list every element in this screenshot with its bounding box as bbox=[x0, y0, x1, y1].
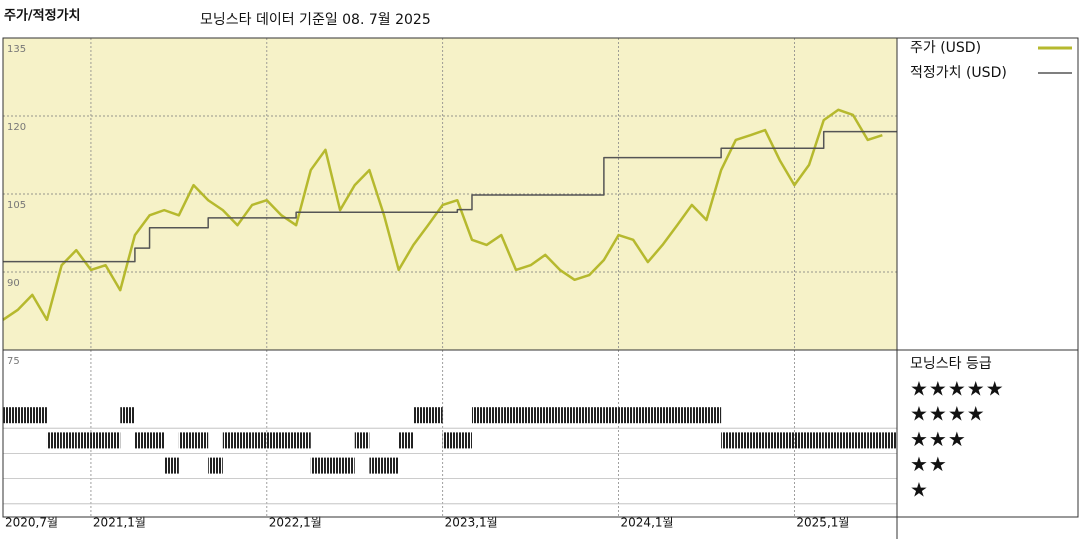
rating-bar bbox=[867, 432, 883, 449]
rating-bar bbox=[471, 407, 487, 424]
rating-bar bbox=[750, 432, 766, 449]
rating-bar bbox=[647, 407, 663, 424]
x-tick-label: 2023,1월 bbox=[445, 516, 498, 530]
rating-bar bbox=[559, 407, 575, 424]
rating-bar bbox=[76, 432, 91, 449]
rating-bar bbox=[222, 432, 238, 449]
rating-bar bbox=[823, 432, 839, 449]
rating-bar bbox=[398, 432, 414, 449]
rating-bar bbox=[779, 432, 795, 449]
rating-bar bbox=[545, 407, 560, 424]
rating-bar bbox=[310, 457, 326, 474]
rating-bar bbox=[46, 432, 62, 449]
rating-bar bbox=[266, 432, 282, 449]
rating-bar bbox=[853, 432, 868, 449]
legend-label: 적정가치 (USD) bbox=[910, 65, 1007, 81]
rating-bar bbox=[340, 457, 355, 474]
rating-bar bbox=[3, 407, 18, 424]
plot-background bbox=[3, 38, 897, 350]
rating-legend-label: ★★★★★ bbox=[910, 377, 1005, 401]
rating-bar bbox=[765, 432, 780, 449]
series-line bbox=[2, 108, 883, 322]
rating-bar bbox=[442, 432, 458, 449]
rating-bar bbox=[164, 457, 179, 474]
y-tick-label: 105 bbox=[7, 200, 26, 211]
rating-bar bbox=[208, 457, 223, 474]
rating-bar bbox=[457, 432, 472, 449]
rating-bar bbox=[32, 407, 47, 424]
frame bbox=[2, 37, 1079, 518]
rating-bar bbox=[134, 432, 150, 449]
rating-bar bbox=[296, 432, 311, 449]
rating-bar bbox=[809, 432, 824, 449]
rating-bar bbox=[838, 432, 854, 449]
y-tick-label: 120 bbox=[7, 122, 26, 133]
legend-label: 주가 (USD) bbox=[910, 40, 981, 56]
rating-bar bbox=[721, 432, 736, 449]
rating-bar bbox=[530, 407, 546, 424]
rating-bar bbox=[237, 432, 253, 449]
rating-bar bbox=[120, 407, 135, 424]
x-tick-label: 2025,1월 bbox=[796, 516, 849, 530]
rating-bar bbox=[325, 457, 341, 474]
rating-bar bbox=[735, 432, 751, 449]
x-tick-label: 2020,7월 bbox=[5, 516, 58, 530]
rating-legend-label: ★★ bbox=[910, 452, 948, 476]
rating-bar bbox=[193, 432, 209, 449]
x-tick-label: 2021,1월 bbox=[93, 516, 146, 530]
rating-bar bbox=[61, 432, 77, 449]
rating-bar bbox=[281, 432, 297, 449]
rating-bar bbox=[17, 407, 33, 424]
rating-bar bbox=[662, 407, 678, 424]
rating-bar bbox=[794, 432, 810, 449]
y-tick-label: 135 bbox=[7, 44, 26, 55]
rating-bar bbox=[384, 457, 399, 474]
chart-subtitle: 모닝스타 데이터 기준일 08. 7월 2025 bbox=[200, 12, 431, 28]
series-line bbox=[3, 130, 897, 263]
rating-bar bbox=[603, 407, 619, 424]
rating-bar bbox=[706, 407, 722, 424]
rating-bar bbox=[413, 407, 429, 424]
rating-bar bbox=[486, 407, 502, 424]
rating-bar bbox=[178, 432, 194, 449]
rating-bar bbox=[149, 432, 165, 449]
rating-legend-label: ★ bbox=[910, 477, 929, 501]
y-tick-label: 75 bbox=[7, 356, 20, 367]
rating-bar bbox=[90, 432, 106, 449]
rating-bar bbox=[515, 407, 531, 424]
rating-bar bbox=[252, 432, 267, 449]
rating-bar bbox=[105, 432, 121, 449]
rating-bar bbox=[618, 407, 634, 424]
rating-bar bbox=[633, 407, 648, 424]
y-tick-label: 90 bbox=[7, 278, 20, 289]
rating-bar bbox=[691, 407, 707, 424]
rating-bar bbox=[501, 407, 516, 424]
x-tick-label: 2022,1월 bbox=[269, 516, 322, 530]
rating-bar bbox=[354, 432, 370, 449]
rating-bar bbox=[369, 457, 385, 474]
rating-legend-label: ★★★★ bbox=[910, 402, 986, 426]
rating-bar bbox=[882, 432, 897, 449]
rating-bar bbox=[574, 407, 590, 424]
rating-title: 모닝스타 등급 bbox=[910, 356, 992, 372]
rating-bar bbox=[428, 407, 443, 424]
rating-legend-label: ★★★ bbox=[910, 427, 967, 451]
chart-title: 주가/적정가치 bbox=[4, 8, 81, 24]
rating-bar bbox=[677, 407, 692, 424]
x-tick-label: 2024,1월 bbox=[621, 516, 674, 530]
rating-bar bbox=[589, 407, 604, 424]
